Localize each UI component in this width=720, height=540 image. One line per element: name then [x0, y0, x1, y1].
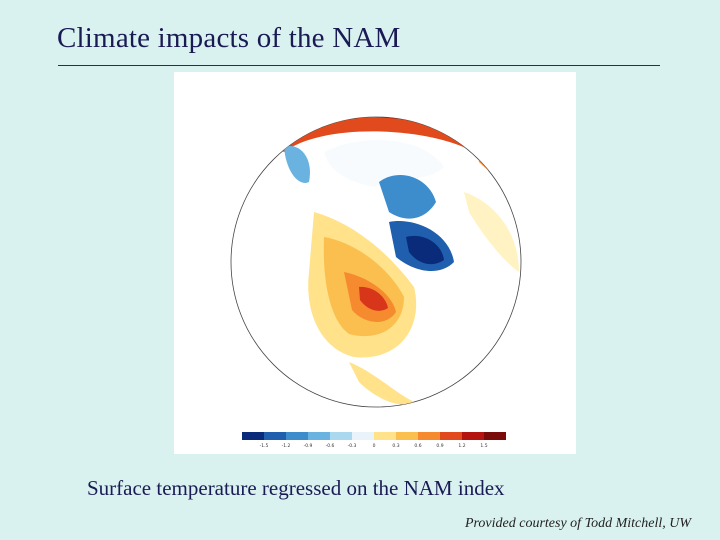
north-atlantic-neutral	[464, 192, 519, 272]
eurasia-warm-anomaly	[270, 117, 510, 157]
greenland-cold-anomaly	[379, 174, 436, 219]
colorbar-segment	[440, 432, 462, 440]
alaska-cool-anomaly	[284, 146, 310, 183]
colorbar-segment	[484, 432, 506, 440]
polar-map: -1.5 -1.2 -0.9 -0.6 -0.3 0 0.3 0.6 0.9 1…	[230, 116, 522, 449]
central-america-warm	[349, 362, 414, 405]
colorbar-tick: 0.3	[392, 443, 399, 449]
slide-title: Climate impacts of the NAM	[57, 22, 401, 54]
colorbar-tick: 1.5	[480, 443, 487, 449]
colorbar-segment	[462, 432, 484, 440]
colorbar: -1.5 -1.2 -0.9 -0.6 -0.3 0 0.3 0.6 0.9 1…	[242, 432, 506, 449]
colorbar-segment	[374, 432, 396, 440]
colorbar-tick: -0.9	[304, 443, 313, 449]
figure-caption: Surface temperature regressed on the NAM…	[87, 476, 505, 500]
labrador-strong-cold-anomaly	[406, 235, 444, 265]
map-figure: -1.5 -1.2 -0.9 -0.6 -0.3 0 0.3 0.6 0.9 1…	[174, 72, 576, 454]
colorbar-tick: 1.2	[458, 443, 465, 449]
us-strong-warm-anomaly	[359, 286, 388, 311]
colorbar-segment	[264, 432, 286, 440]
colorbar-tick: -0.3	[348, 443, 357, 449]
credit-line: Provided courtesy of Todd Mitchell, UW	[464, 516, 691, 531]
colorbar-segment	[308, 432, 330, 440]
colorbar-tick: -1.2	[282, 443, 291, 449]
colorbar-tick: -0.6	[326, 443, 335, 449]
colorbar-segment	[286, 432, 308, 440]
colorbar-segment	[396, 432, 418, 440]
colorbar-tick: 0.6	[414, 443, 421, 449]
colorbar-segment	[418, 432, 440, 440]
colorbar-tick: 0	[373, 443, 376, 449]
colorbar-tick: -1.5	[260, 443, 269, 449]
colorbar-segment	[242, 432, 264, 440]
colorbar-tick: 0.9	[436, 443, 443, 449]
colorbar-segment	[352, 432, 374, 440]
colorbar-segment	[330, 432, 352, 440]
arctic-ice	[324, 140, 444, 187]
title-divider	[58, 65, 660, 66]
